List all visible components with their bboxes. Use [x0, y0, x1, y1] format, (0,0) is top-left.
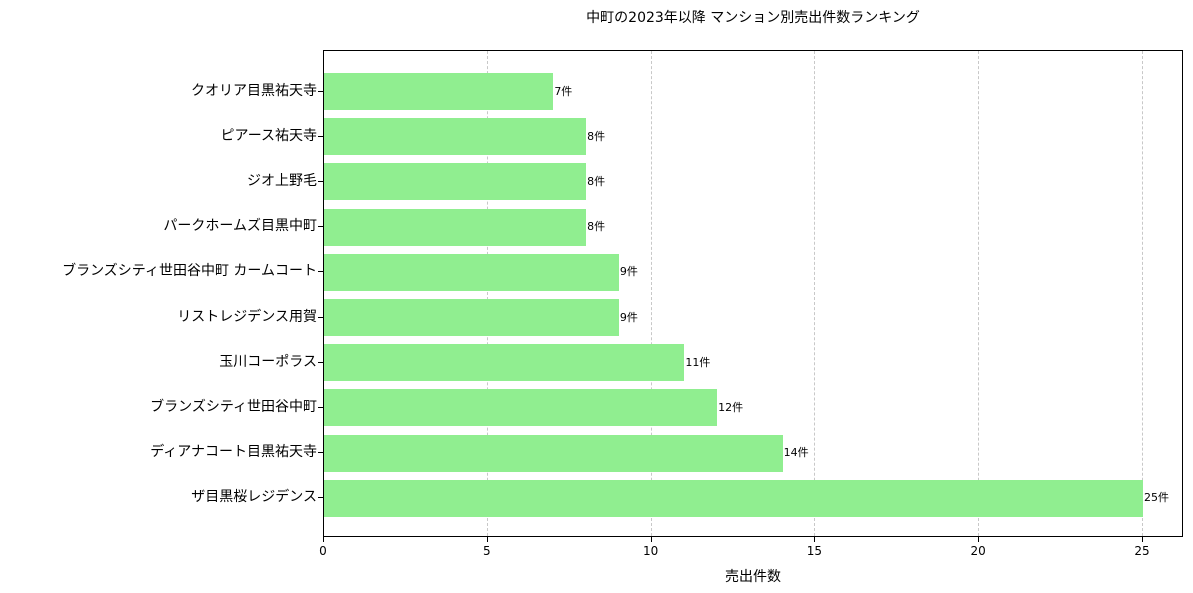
y-category-label: ザ目黒桜レジデンス: [191, 489, 317, 506]
y-category-label: クオリア目黒祐天寺: [191, 82, 317, 99]
bar: [324, 163, 587, 201]
x-tick-mark: [978, 537, 980, 542]
y-category-label: ジオ上野毛: [247, 172, 317, 189]
plot-area: 7件 8件 8件 8件 9件 9件 11件 12件 14件 25件: [323, 50, 1183, 537]
bar-value-label: 8件: [587, 129, 606, 143]
x-tick-label: 10: [642, 544, 659, 558]
x-tick-mark: [323, 537, 324, 542]
y-tick-mark: [318, 90, 323, 92]
y-category-label: ピアース祐天寺: [220, 127, 317, 144]
bar: [324, 389, 718, 427]
x-tick-mark: [486, 537, 488, 542]
bar: [324, 479, 1143, 517]
bar: [324, 253, 619, 291]
x-tick-label: 5: [482, 544, 491, 558]
y-tick-mark: [318, 452, 323, 454]
x-tick-label: 25: [1134, 544, 1150, 558]
y-category-label: ブランズシティ世田谷中町: [150, 398, 317, 415]
y-category-label: ディアナコート目黒祐天寺: [150, 444, 317, 461]
x-tick-mark: [650, 537, 652, 542]
bar: [324, 73, 554, 110]
bar-value-label: 9件: [619, 265, 638, 279]
y-category-label: パークホームズ目黒中町: [163, 218, 317, 235]
bar-value-label: 9件: [619, 310, 638, 324]
gridline: [1142, 51, 1143, 536]
bar-value-label: 25件: [1144, 491, 1169, 505]
gridline: [814, 51, 816, 536]
y-tick-mark: [318, 316, 323, 318]
bar-value-label: 7件: [554, 84, 573, 98]
x-axis-label: 売出件数: [725, 569, 781, 585]
y-tick-mark: [318, 226, 323, 228]
x-tick-label: 20: [970, 544, 986, 558]
gridline: [650, 51, 652, 536]
gridline: [978, 51, 980, 536]
x-tick-mark: [1142, 537, 1143, 542]
x-tick-mark: [814, 537, 816, 542]
y-tick-mark: [318, 497, 323, 499]
chart-title: 中町の2023年以降 マンション別売出件数ランキング: [586, 10, 920, 26]
y-tick-mark: [318, 271, 323, 273]
bar: [324, 434, 783, 472]
gridline: [486, 51, 488, 536]
y-category-label: 玉川コーポラス: [219, 353, 317, 370]
y-category-label: ブランズシティ世田谷中町 カームコート: [62, 263, 317, 280]
y-tick-mark: [318, 180, 323, 182]
x-tick-label: 0: [319, 544, 327, 558]
bar-value-label: 11件: [685, 355, 711, 369]
bar: [324, 299, 619, 336]
bar: [324, 344, 685, 382]
y-tick-mark: [318, 406, 323, 408]
y-tick-mark: [318, 361, 323, 363]
bar-value-label: 8件: [587, 174, 606, 188]
bar: [324, 118, 587, 156]
y-tick-mark: [318, 135, 323, 137]
x-tick-label: 15: [806, 544, 823, 558]
bar-value-label: 12件: [718, 400, 744, 414]
bar-value-label: 8件: [587, 220, 606, 234]
y-category-label: リストレジデンス用賀: [177, 308, 317, 325]
bar-value-label: 14件: [783, 446, 809, 460]
bar: [324, 208, 587, 246]
